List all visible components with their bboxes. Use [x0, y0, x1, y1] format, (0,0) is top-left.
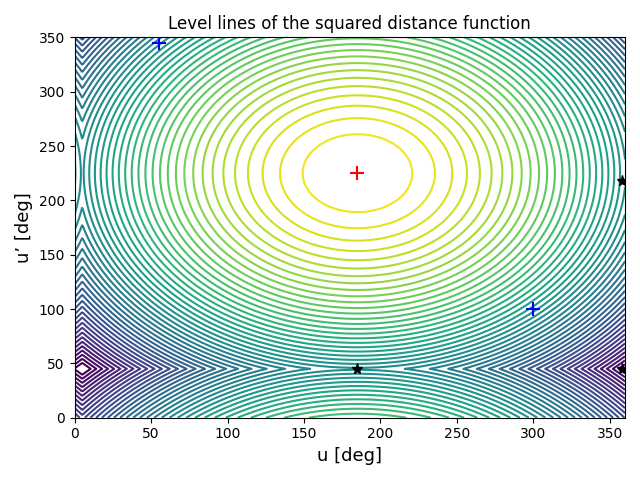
Title: Level lines of the squared distance function: Level lines of the squared distance func… [168, 15, 531, 33]
Y-axis label: u’ [deg]: u’ [deg] [15, 192, 33, 263]
X-axis label: u [deg]: u [deg] [317, 447, 382, 465]
